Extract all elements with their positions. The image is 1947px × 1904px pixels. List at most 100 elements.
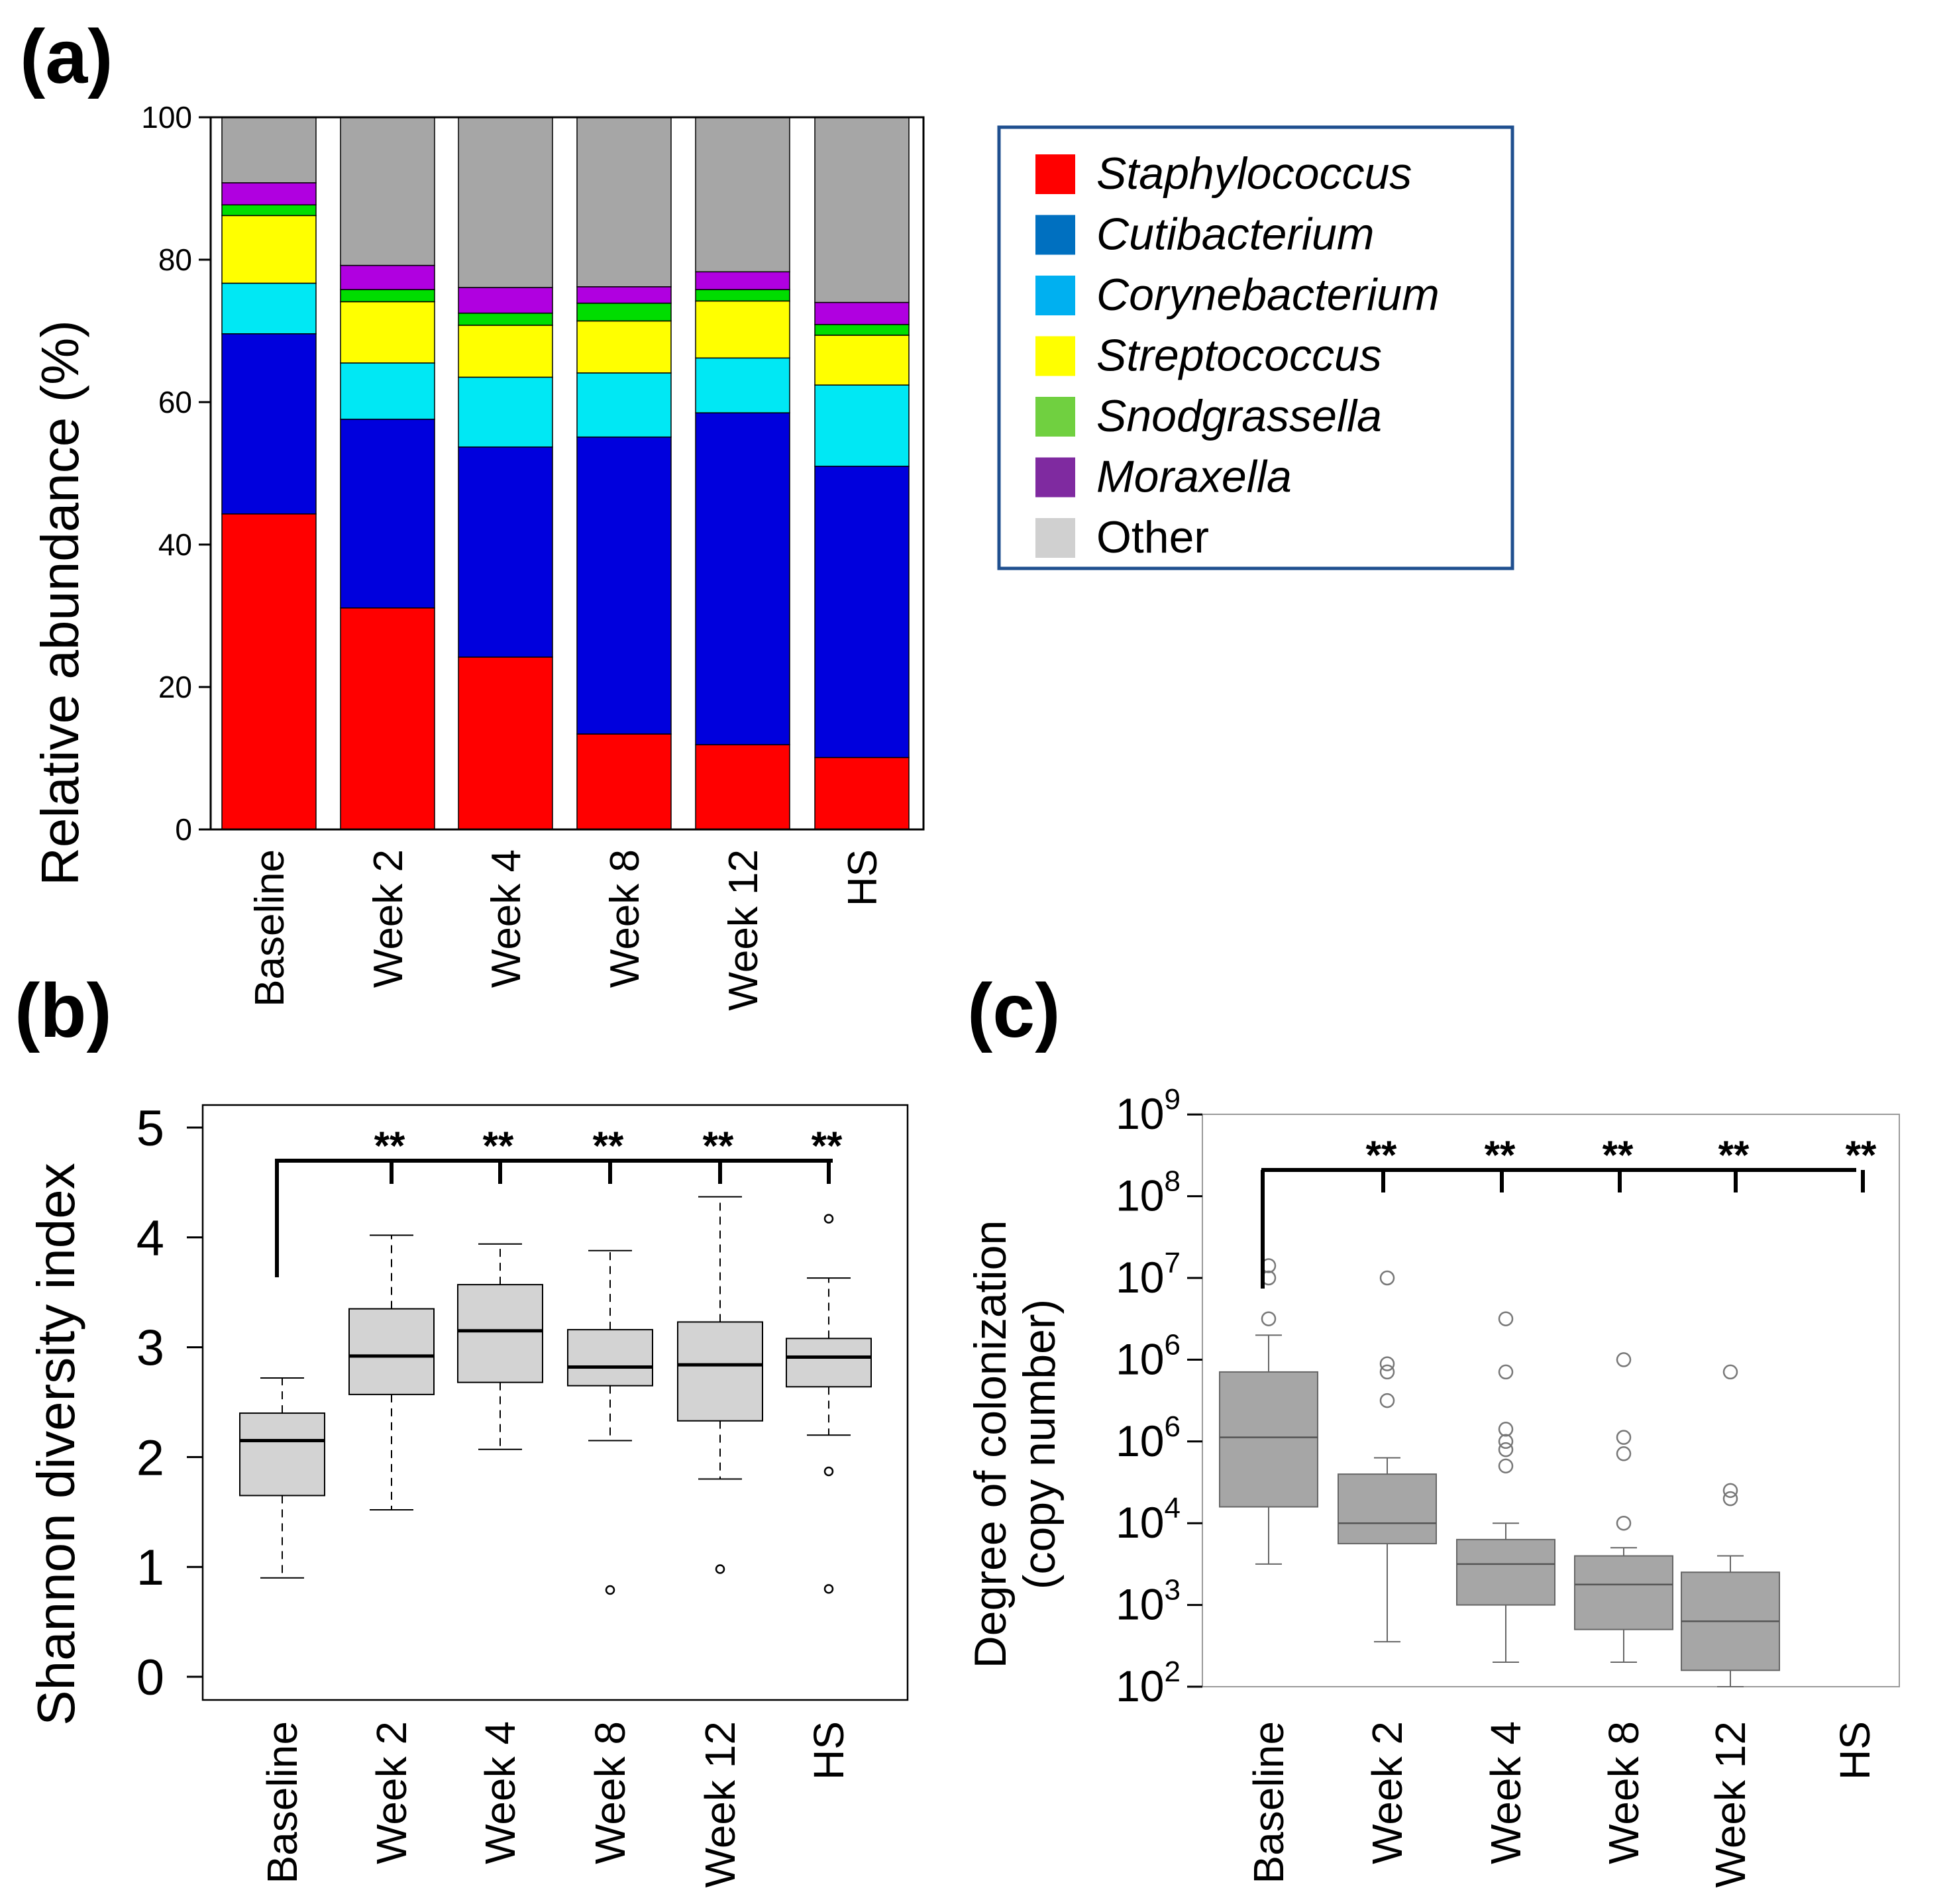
significance-label-week-12: **: [1718, 1133, 1750, 1177]
panel-c-y-tick-label: 108: [1116, 1165, 1181, 1220]
box-iqr: [457, 1284, 543, 1383]
panel-c-significance: ** ** ** ** **: [1261, 1133, 1877, 1289]
panel-c-y-axis-label: Degree of colonization: [965, 1220, 1016, 1669]
bar-baseline-streptococcus: [221, 215, 317, 284]
panel-b-y-tick-label: 3: [136, 1320, 164, 1377]
bar-baseline-moraxella: [221, 182, 317, 205]
bar-week-12-moraxella: [695, 271, 790, 290]
bar-week-4-staphylococcus: [458, 657, 553, 830]
panel-c-y-tick-label: 104: [1116, 1492, 1181, 1547]
legend-frame: [997, 125, 1514, 570]
box-iqr: [1574, 1555, 1673, 1630]
panel-c-x-label: Week 8: [1600, 1721, 1648, 1864]
box-iqr: [677, 1321, 763, 1422]
panel-b-x-label: Week 4: [476, 1721, 524, 1864]
box-iqr: [239, 1412, 325, 1497]
legend-label-other: Other: [1096, 512, 1209, 562]
bar-week-4-snodgrassella: [458, 312, 553, 326]
panel-a-y-tick-label: 80: [158, 242, 192, 277]
panel-b-x-labels: Baseline Week 2 Week 4 Week 8 Week 12 HS: [258, 1721, 853, 1887]
bar-baseline-corynebacterium: [221, 282, 317, 335]
significance-label-week-12: **: [703, 1124, 734, 1168]
outlier-point: [1498, 1434, 1514, 1450]
panel-c-y-tick-label: 106: [1116, 1328, 1181, 1383]
bar-hs-snodgrassella: [814, 324, 910, 336]
outlier-point: [1379, 1393, 1395, 1408]
tick-exponent: 7: [1165, 1247, 1181, 1279]
legend-label-corynebacterium: Corynebacterium: [1096, 270, 1440, 320]
bar-week-8-streptococcus: [576, 320, 672, 374]
bar-week-2-moraxella: [340, 264, 435, 290]
outlier-point: [823, 1584, 834, 1594]
bar-week-8-other: [576, 117, 672, 288]
tick-base: 10: [1116, 1334, 1164, 1383]
panel-c-y-tick-label: 106: [1116, 1410, 1181, 1465]
significance-label-week-4: **: [1485, 1133, 1516, 1177]
panel-c-x-label: HS: [1831, 1721, 1879, 1780]
panel-a-x-label: Week 2: [366, 849, 411, 988]
panel-label-a: (a): [20, 15, 113, 99]
panel-b-y-tick-label: 2: [136, 1430, 164, 1486]
bar-week-4-corynebacterium: [458, 376, 553, 448]
panel-c-boxes: [1219, 1258, 1780, 1687]
bar-week-4-streptococcus: [458, 325, 553, 378]
bar-week-8-moraxella: [576, 286, 672, 304]
outlier-point: [823, 1466, 834, 1477]
tick-exponent: 4: [1165, 1492, 1181, 1524]
significance-label-hs: **: [1846, 1133, 1877, 1177]
outlier-point: [1616, 1352, 1632, 1367]
outlier-point: [1616, 1515, 1632, 1531]
bar-week-2-streptococcus: [340, 301, 435, 364]
panel-a-stacked-bar-chart: Relative abundance (%) 0 20 40 60 80 100 Base…: [30, 100, 1514, 1011]
panel-b-x-label: Week 12: [696, 1721, 744, 1887]
bar-week-12-cutibacterium: [695, 412, 790, 745]
panel-c-boxplot: Degree of colonization (copy number) 102…: [965, 1083, 1900, 1887]
bar-baseline-cutibacterium: [221, 333, 317, 515]
bar-week-12-streptococcus: [695, 300, 790, 359]
tick-exponent: 9: [1165, 1083, 1181, 1116]
bar-baseline-other: [221, 117, 317, 184]
tick-base: 10: [1116, 1498, 1164, 1547]
outlier-point: [823, 1214, 834, 1224]
outlier-point: [1498, 1364, 1514, 1380]
panel-b-x-label: Week 8: [586, 1721, 634, 1864]
box-iqr: [786, 1338, 872, 1388]
panel-b-boxes: [239, 1196, 872, 1595]
panel-c-x-labels: Baseline Week 2 Week 4 Week 8 Week 12 HS: [1245, 1721, 1879, 1887]
panel-label-c: (c): [967, 969, 1061, 1053]
panel-c-y-tick-label: 103: [1116, 1574, 1181, 1629]
bar-week-12-snodgrassella: [695, 289, 790, 302]
panel-c-x-label: Week 2: [1363, 1721, 1411, 1864]
significance-label-week-2: **: [374, 1124, 405, 1168]
panel-a-x-labels: Baseline Week 2 Week 4 Week 8 Week 12 HS: [247, 849, 886, 1011]
panel-b-x-label: HS: [805, 1721, 853, 1780]
bar-week-2-snodgrassella: [340, 289, 435, 303]
legend-label-streptococcus: Streptococcus: [1096, 331, 1382, 381]
panel-b-y-ticks: 0 1 2 3 4 5: [136, 1100, 203, 1706]
panel-c-frame: [1202, 1114, 1900, 1687]
panel-a-y-tick-label: 60: [158, 385, 192, 419]
tick-exponent: 6: [1165, 1410, 1181, 1443]
panel-a-legend: Staphylococcus Cutibacterium Corynebacteri…: [997, 125, 1514, 570]
outlier-point: [1379, 1356, 1395, 1371]
panel-b-x-label: Week 2: [368, 1721, 415, 1864]
tick-base: 10: [1116, 1253, 1164, 1302]
panel-c-y-tick-label: 109: [1116, 1083, 1181, 1138]
tick-exponent: 2: [1165, 1656, 1181, 1688]
panel-b-significance: ** ** ** ** **: [275, 1124, 843, 1277]
bar-week-4-moraxella: [458, 287, 553, 314]
bar-hs-cutibacterium: [814, 466, 910, 759]
box-iqr: [1219, 1371, 1318, 1508]
bar-week-12-other: [695, 117, 790, 273]
bar-hs-corynebacterium: [814, 384, 910, 467]
outlier-point: [1379, 1364, 1395, 1380]
legend-swatch-moraxella: [1035, 457, 1075, 498]
panel-a-x-label: Baseline: [247, 849, 293, 1007]
bar-hs-other: [814, 117, 910, 303]
panel-c-x-label: Baseline: [1245, 1721, 1292, 1884]
legend-label-cutibacterium: Cutibacterium: [1096, 209, 1375, 260]
panel-b-y-tick-label: 1: [136, 1540, 164, 1596]
outlier-point: [1498, 1311, 1514, 1326]
outlier-point: [1498, 1442, 1514, 1457]
legend-swatch-cutibacterium: [1035, 215, 1075, 255]
